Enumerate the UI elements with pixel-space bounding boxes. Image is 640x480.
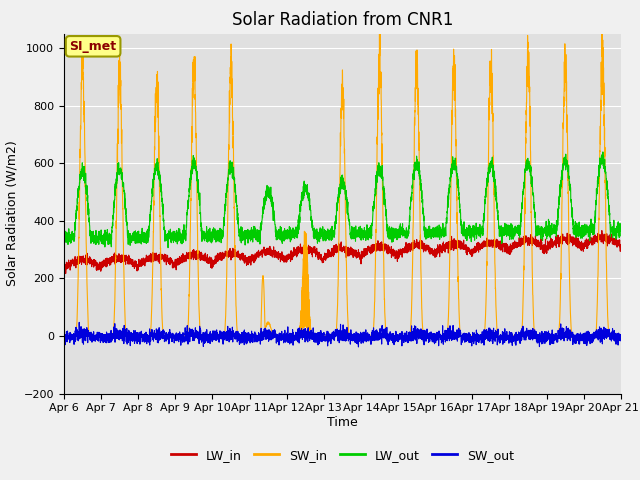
SW_in (322, 333, 330, 339)
LW_out (60, 235, 68, 241)
LW_out (164, 245, 172, 251)
LW_in (62, 271, 70, 276)
X-axis label: Time: Time (327, 416, 358, 429)
SW_out (355, 344, 362, 350)
SW_in (467, 333, 475, 339)
SW_out (161, 336, 168, 341)
LW_in (60, 265, 68, 271)
LW_out (616, 228, 624, 233)
LW_out (599, 149, 607, 155)
SW_out (499, 336, 507, 342)
SW_out (436, 336, 444, 342)
LW_in (617, 244, 625, 250)
LW_out (160, 227, 168, 233)
SW_in (616, 333, 624, 339)
SW_out (468, 336, 476, 341)
LW_in (616, 249, 624, 254)
LW_in (598, 228, 605, 233)
SW_in (160, 333, 168, 339)
SW_in (436, 333, 444, 339)
LW_in (322, 257, 330, 263)
Line: SW_in: SW_in (64, 28, 621, 336)
SW_in (60, 333, 68, 339)
Y-axis label: Solar Radiation (W/m2): Solar Radiation (W/m2) (5, 141, 18, 287)
SW_out (616, 332, 624, 337)
SW_out (617, 336, 625, 341)
LW_in (499, 243, 507, 249)
LW_out (467, 239, 475, 244)
SW_in (376, 25, 384, 31)
LW_out (617, 223, 625, 229)
LW_out (436, 232, 444, 238)
Line: SW_out: SW_out (64, 323, 621, 347)
SW_out (322, 336, 330, 342)
Title: Solar Radiation from CNR1: Solar Radiation from CNR1 (232, 11, 453, 29)
LW_in (436, 246, 444, 252)
LW_in (467, 249, 475, 255)
LW_in (161, 254, 168, 260)
Line: LW_in: LW_in (64, 230, 621, 274)
Legend: LW_in, SW_in, LW_out, SW_out: LW_in, SW_in, LW_out, SW_out (166, 444, 519, 467)
LW_out (322, 236, 330, 242)
Text: SI_met: SI_met (70, 40, 116, 53)
SW_in (617, 333, 625, 339)
LW_out (499, 231, 507, 237)
SW_out (76, 320, 83, 325)
Line: LW_out: LW_out (64, 152, 621, 248)
SW_in (499, 333, 507, 339)
SW_out (60, 332, 68, 337)
